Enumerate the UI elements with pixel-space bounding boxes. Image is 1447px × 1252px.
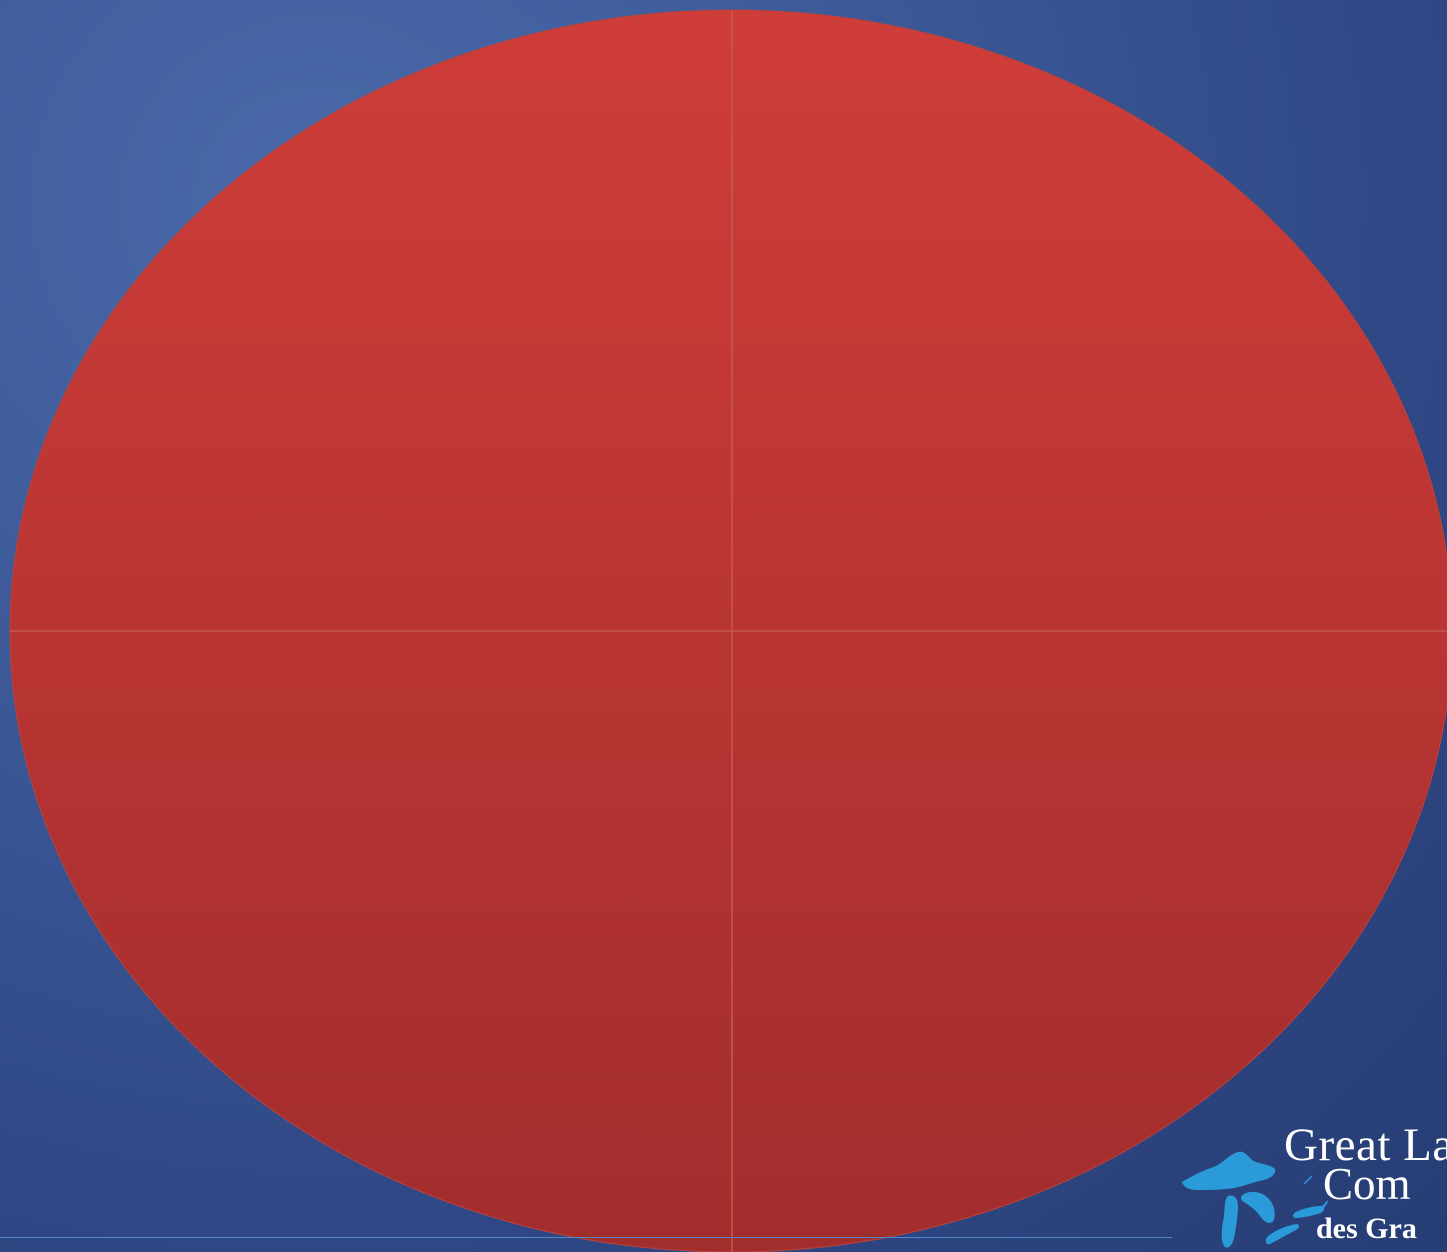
great-lakes-map-icon bbox=[1182, 1151, 1328, 1248]
logo-line-3: des Gra bbox=[1316, 1212, 1417, 1245]
logo-line-1: Great La bbox=[1284, 1119, 1447, 1171]
footer-rule bbox=[0, 1237, 1172, 1238]
logo-line-2: Com bbox=[1323, 1159, 1411, 1209]
great-lakes-commission-logo: Great La Com des Gra bbox=[1178, 1118, 1447, 1252]
